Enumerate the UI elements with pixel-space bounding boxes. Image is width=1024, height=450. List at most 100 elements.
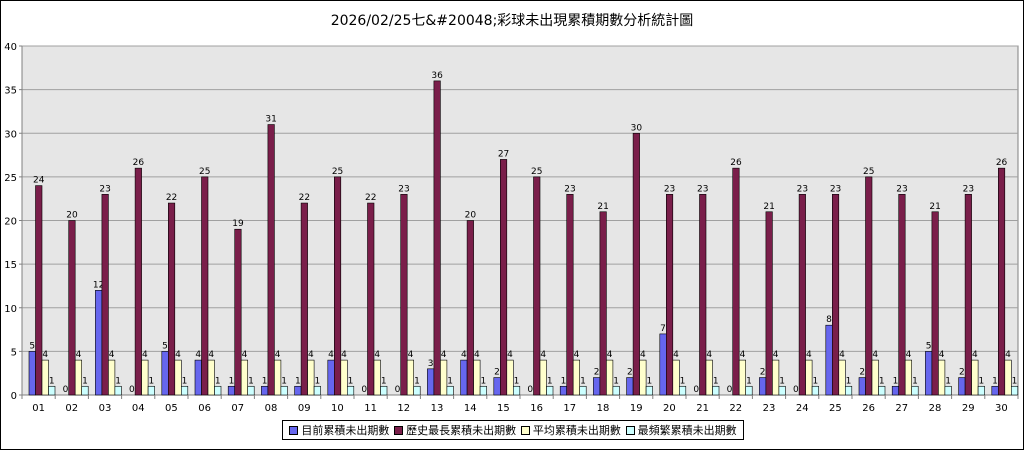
- bar-3: [406, 359, 415, 396]
- data-label: 19: [232, 219, 244, 229]
- data-label: 12: [93, 280, 104, 290]
- bar-2: [466, 220, 474, 396]
- data-label: 4: [1005, 350, 1011, 360]
- x-tick-label: 14: [464, 403, 477, 414]
- data-label: 1: [992, 376, 998, 386]
- bar-4: [977, 385, 985, 396]
- bar-2: [134, 167, 142, 396]
- x-tick-label: 15: [497, 403, 510, 414]
- data-label: 1: [912, 376, 918, 386]
- data-label: 5: [162, 341, 168, 351]
- y-tick-label: 30: [4, 129, 17, 140]
- data-label: 25: [863, 167, 874, 177]
- data-label: 0: [727, 385, 733, 395]
- x-tick-label: 18: [597, 403, 610, 414]
- data-label: 1: [82, 376, 88, 386]
- data-label: 3: [428, 359, 434, 369]
- legend-item: 歷史最長累積未出期數: [394, 422, 516, 438]
- data-label: 1: [262, 376, 268, 386]
- legend-swatch: [394, 425, 404, 435]
- data-label: 20: [465, 211, 477, 221]
- bar-3: [705, 359, 713, 396]
- data-label: 1: [746, 376, 752, 386]
- data-label: 4: [341, 350, 347, 360]
- data-label: 22: [166, 193, 177, 203]
- data-label: 2: [627, 368, 633, 378]
- y-tick-label: 40: [4, 42, 17, 53]
- legend-label: 歷史最長累積未出期數: [406, 424, 517, 437]
- data-label: 0: [129, 385, 135, 395]
- x-tick-label: 29: [962, 403, 975, 414]
- x-tick-label: 30: [995, 403, 1008, 414]
- data-label: 1: [846, 376, 852, 386]
- bar-2: [632, 132, 640, 396]
- x-tick-label: 08: [265, 403, 278, 414]
- data-label: 36: [431, 71, 443, 81]
- data-label: 4: [906, 350, 912, 360]
- bar-3: [240, 359, 248, 396]
- data-label: 4: [142, 350, 148, 360]
- bar-1: [759, 377, 767, 396]
- data-label: 1: [779, 376, 785, 386]
- y-tick-label: 15: [4, 260, 17, 271]
- data-label: 0: [361, 385, 367, 395]
- x-tick-label: 13: [431, 403, 444, 414]
- data-label: 4: [507, 350, 513, 360]
- data-label: 1: [561, 376, 567, 386]
- bar-3: [373, 359, 381, 396]
- data-label: 4: [308, 350, 314, 360]
- bar-1: [294, 385, 302, 396]
- x-tick-label: 11: [364, 403, 377, 414]
- x-tick-label: 16: [530, 403, 543, 414]
- data-label: 4: [328, 350, 334, 360]
- x-tick-label: 04: [132, 403, 145, 414]
- data-label: 26: [996, 158, 1008, 168]
- data-label: 4: [972, 350, 978, 360]
- bar-3: [207, 359, 215, 396]
- data-label: 21: [763, 202, 774, 212]
- data-label: 1: [182, 376, 188, 386]
- data-label: 4: [872, 350, 878, 360]
- data-label: 22: [299, 193, 310, 203]
- x-tick-label: 20: [663, 403, 676, 414]
- bar-1: [891, 385, 900, 396]
- data-label: 1: [1012, 376, 1018, 386]
- data-label: 1: [945, 376, 951, 386]
- data-label: 25: [531, 167, 542, 177]
- bar-2: [267, 124, 275, 396]
- x-tick-label: 06: [198, 403, 211, 414]
- data-label: 4: [42, 350, 48, 360]
- bar-2: [68, 220, 76, 396]
- data-label: 5: [926, 341, 932, 351]
- data-label: 1: [49, 376, 55, 386]
- data-label: 4: [195, 350, 201, 360]
- bar-1: [194, 359, 202, 396]
- bar-3: [174, 359, 182, 396]
- bar-2: [533, 176, 541, 396]
- x-tick-label: 02: [65, 403, 78, 414]
- bar-3: [772, 359, 780, 396]
- data-label: 4: [76, 350, 82, 360]
- data-label: 0: [693, 385, 699, 395]
- bar-3: [307, 359, 315, 396]
- bar-4: [512, 385, 521, 396]
- data-label: 4: [208, 350, 214, 360]
- data-label: 1: [978, 376, 984, 386]
- bar-4: [147, 385, 155, 396]
- data-label: 0: [63, 385, 69, 395]
- bar-3: [141, 359, 149, 396]
- x-tick-label: 01: [32, 403, 45, 414]
- data-label: 1: [215, 376, 221, 386]
- bar-1: [161, 351, 169, 396]
- data-label: 4: [706, 350, 712, 360]
- bar-3: [805, 359, 813, 396]
- data-label: 20: [66, 211, 78, 221]
- bar-3: [938, 359, 946, 396]
- data-label: 8: [826, 315, 832, 325]
- data-label: 1: [514, 376, 520, 386]
- data-label: 4: [574, 350, 580, 360]
- bar-3: [506, 359, 514, 396]
- data-label: 4: [806, 350, 812, 360]
- bar-4: [745, 385, 753, 396]
- data-label: 0: [793, 385, 799, 395]
